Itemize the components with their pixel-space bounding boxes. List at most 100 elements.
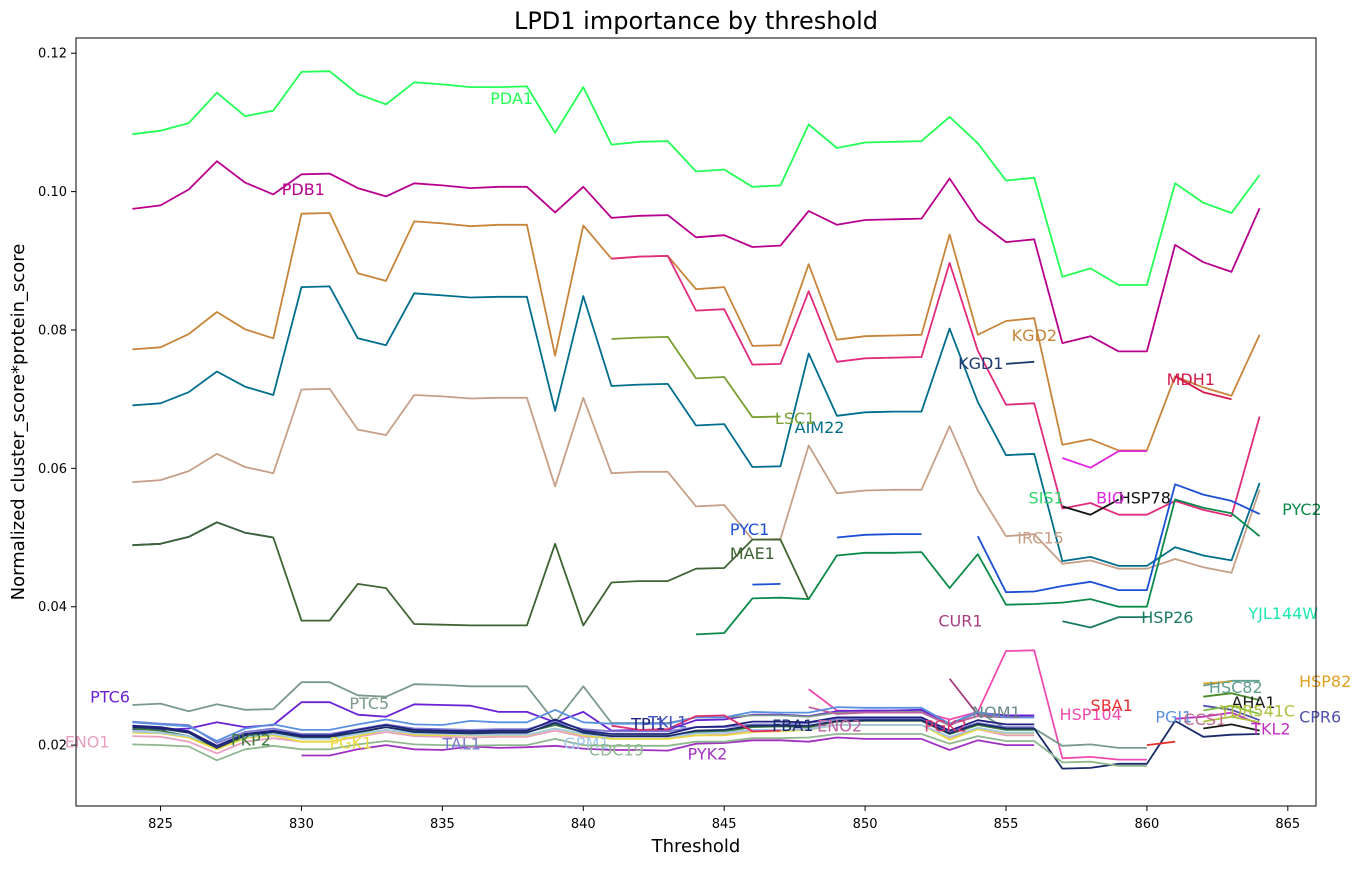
y-axis-label: Normalized cluster_score*protein_score xyxy=(8,244,29,601)
series-line-hsc82 xyxy=(1203,679,1260,687)
y-tick-label: 0.02 xyxy=(38,739,67,754)
series-label-pda1: PDA1 xyxy=(490,89,533,108)
series-line-mdh1 xyxy=(1174,375,1232,401)
series-label-ptc6: PTC6 xyxy=(90,688,130,707)
x-tick-label: 840 xyxy=(571,817,596,832)
series-line-unlabeled-46 xyxy=(1203,692,1260,701)
series-line-unlabeled-11 xyxy=(836,533,922,539)
series-label-hsp104: HSP104 xyxy=(1060,705,1122,724)
series-label-sis1: SIS1 xyxy=(1029,488,1064,507)
series-line-tkl2 xyxy=(1175,711,1260,726)
x-tick-label: 825 xyxy=(148,817,173,832)
series-label-eno1: ENO1 xyxy=(65,733,110,752)
series-label-irc15: IRC15 xyxy=(1017,529,1064,548)
series-line-cdc19 xyxy=(132,733,1147,767)
series-line-fba1 xyxy=(132,719,1260,770)
series-line-irc15 xyxy=(132,387,1261,574)
series-line-cpr6 xyxy=(1203,704,1260,722)
series-line-aha1 xyxy=(1203,723,1260,732)
series-label-mdh1: MDH1 xyxy=(1167,370,1215,389)
x-tick-label: 860 xyxy=(1134,817,1159,832)
y-tick-label: 0.10 xyxy=(38,185,67,200)
series-label-pgi1: PGI1 xyxy=(1155,708,1192,727)
y-tick-label: 0.08 xyxy=(38,323,67,338)
series-label-kgd1: KGD1 xyxy=(958,354,1003,373)
y-tick-label: 0.04 xyxy=(38,600,67,615)
series-line-aim22 xyxy=(132,285,1261,567)
series-label-tal1: TAL1 xyxy=(441,735,481,754)
plot-frame xyxy=(75,37,1317,807)
x-tick-label: 855 xyxy=(994,817,1019,832)
series-line-kgd1 xyxy=(1005,360,1035,365)
x-tick-label: 835 xyxy=(430,817,455,832)
y-tick-label: 0.06 xyxy=(38,462,67,477)
series-line-unlabeled-10 xyxy=(752,583,781,586)
series-line-pgi1 xyxy=(132,706,1035,742)
series-line-pdx1 xyxy=(976,483,1260,594)
series-label-sba1: SBA1 xyxy=(1091,696,1133,715)
series-label-fba1: FBA1 xyxy=(772,716,813,735)
series-label-eno2: ENO2 xyxy=(817,717,862,736)
series-label-pyk2: PYK2 xyxy=(688,744,728,763)
x-tick-label: 850 xyxy=(853,817,878,832)
series-label-cpr6: CPR6 xyxy=(1299,708,1341,727)
series-line-ydr541c xyxy=(1203,715,1260,724)
series-line-tal1 xyxy=(132,717,1035,744)
series-label-lsc1: LSC1 xyxy=(775,409,815,428)
series-label-pyc1: PYC1 xyxy=(730,520,770,539)
series-label-bio: BIO xyxy=(1096,488,1124,507)
series-label-nom1: NOM1 xyxy=(972,703,1021,722)
series-line-hsp78 xyxy=(1062,498,1120,516)
series-label-pgk1: PGK1 xyxy=(330,733,373,752)
series-label-cdc19: CDC19 xyxy=(589,740,644,759)
series-label-tkl2: TKL2 xyxy=(1250,720,1290,739)
series-line-hsp82 xyxy=(1203,680,1232,685)
y-tick-label: 0.12 xyxy=(38,47,67,62)
series-label-ccs1: CCS1 xyxy=(1184,710,1227,729)
series-label-mae1: MAE1 xyxy=(730,544,775,563)
series-line-unlabeled-47 xyxy=(1203,704,1260,715)
series-line-tpi1 xyxy=(132,716,1035,747)
series-label-pyc2: PYC2 xyxy=(1282,500,1322,519)
series-label-hsp82: HSP82 xyxy=(1299,672,1351,691)
series-label-pdb1: PDB1 xyxy=(282,180,325,199)
series-line-pyc2 xyxy=(695,498,1261,636)
series-label-aha1: AHA1 xyxy=(1231,693,1275,712)
series-line-kgd2 xyxy=(132,212,1261,452)
series-label-pgk2: PGK2 xyxy=(924,717,967,736)
series-label-kgd2: KGD2 xyxy=(1012,326,1057,345)
series-label-tkl1: TKL1 xyxy=(647,713,687,732)
series-line-pdb1 xyxy=(132,160,1261,353)
series-label-tpi1: TPI1 xyxy=(630,715,665,734)
series-line-pda1 xyxy=(132,70,1261,286)
series-label-ptc5: PTC5 xyxy=(349,694,389,713)
series-line-pgk2 xyxy=(611,714,781,733)
x-tick-label: 845 xyxy=(712,817,737,832)
series-label-hsp78: HSP78 xyxy=(1119,488,1171,507)
series-line-pyk2 xyxy=(301,736,1035,757)
series-line-lsc1 xyxy=(611,335,781,419)
series-label-hsc82: HSC82 xyxy=(1209,678,1263,697)
series-line-gpm1 xyxy=(132,724,1035,747)
x-tick-label: 865 xyxy=(1275,817,1300,832)
series-line-unlabeled-4 xyxy=(611,254,1261,517)
chart-title: LPD1 importance by threshold xyxy=(514,7,878,35)
series-line-hsp26 xyxy=(1062,616,1147,629)
series-label-gpm1: GPM1 xyxy=(564,734,610,753)
x-axis-label: Threshold xyxy=(651,836,741,857)
series-line-eno2 xyxy=(808,706,1035,726)
series-label-pkp2: PKP2 xyxy=(231,731,271,750)
series-label-hsp26: HSP26 xyxy=(1141,608,1193,627)
series-line-ptc6 xyxy=(132,701,1035,732)
x-tick-label: 830 xyxy=(289,817,314,832)
series-label-ydr541c: YDR541C xyxy=(1219,702,1295,721)
series-line-bio xyxy=(1062,450,1147,469)
series-line-mae1 xyxy=(132,521,810,627)
series-label-yjl144w: YJL144W xyxy=(1247,604,1318,623)
series-label-aim22: AIM22 xyxy=(795,418,845,437)
series-line-sba1 xyxy=(1146,740,1176,746)
series-label-cur1: CUR1 xyxy=(938,612,982,631)
